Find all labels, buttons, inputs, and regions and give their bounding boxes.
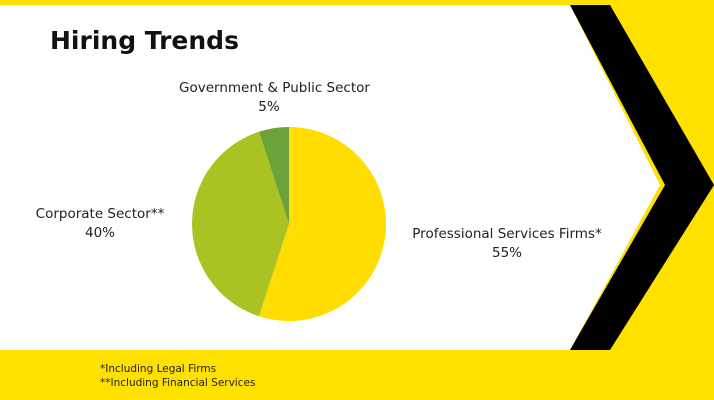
label-professional-services-firms: Professional Services Firms* 55% <box>412 225 602 263</box>
slice-name: Professional Services Firms* <box>412 226 602 242</box>
pie-slice-government-public-sector <box>259 127 289 224</box>
footnote-financial: **Including Financial Services <box>100 377 256 389</box>
label-corporate-sector: Corporate Sector** 40% <box>30 205 170 243</box>
slice-name: Corporate Sector** <box>35 206 165 222</box>
slice-value: 55% <box>491 245 522 261</box>
label-government-public-sector: Government & Public Sector 5% <box>179 79 370 117</box>
footnotes: *Including Legal Firms **Including Finan… <box>100 362 255 390</box>
black-chevron <box>570 5 714 350</box>
slice-value: 40% <box>84 225 115 241</box>
pie-chart <box>192 127 387 321</box>
footnote-legal: *Including Legal Firms <box>100 363 217 375</box>
slice-value: 5% <box>258 99 280 115</box>
pie-slice-professional-services-firms <box>259 127 387 321</box>
slice-name: Government & Public Sector <box>179 80 370 96</box>
slide-title: Hiring Trends <box>50 26 239 55</box>
pie-slice-corporate-sector <box>192 131 289 317</box>
